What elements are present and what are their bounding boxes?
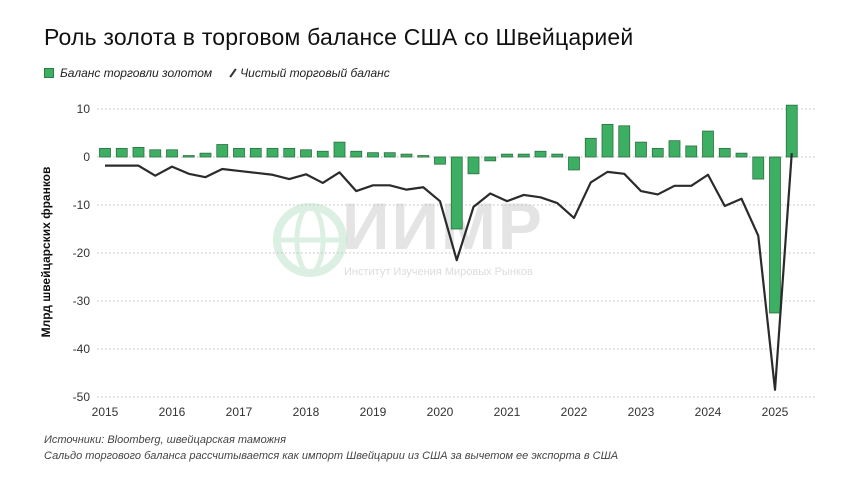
- line-net-trade-balance: [105, 153, 793, 391]
- bar-gold-balance: [551, 153, 564, 158]
- bar-gold-balance: [501, 153, 513, 158]
- bar-gold-balance: [467, 156, 480, 175]
- bar-gold-balance: [601, 123, 614, 158]
- bar-gold-balance: [668, 140, 681, 158]
- bar-gold-balance: [702, 130, 714, 158]
- x-tick-label: 2018: [293, 405, 320, 419]
- y-tick-label: -50: [73, 390, 91, 404]
- bar-gold-balance: [99, 147, 111, 158]
- y-tick-label: 0: [83, 150, 90, 164]
- x-tick-label: 2024: [695, 405, 722, 419]
- bar-gold-balance: [484, 156, 497, 162]
- bar-gold-balance: [367, 152, 379, 158]
- bar-gold-balance: [316, 150, 329, 158]
- bar-gold-balance: [266, 147, 279, 158]
- bar-gold-balance: [115, 147, 128, 158]
- bar-gold-balance: [182, 155, 195, 158]
- bar-gold-balance: [752, 156, 765, 180]
- x-tick-label: 2022: [561, 405, 588, 419]
- y-tick-label: -30: [73, 294, 91, 308]
- bar-gold-balance: [400, 153, 413, 158]
- x-tick-label: 2020: [427, 405, 454, 419]
- bar-gold-balance: [785, 104, 798, 158]
- legend-label-net: Чистый торговый баланс: [240, 66, 390, 80]
- x-tick-label: 2023: [628, 405, 655, 419]
- footer-note: Сальдо торгового баланса рассчитывается …: [44, 450, 619, 462]
- x-tick-label: 2016: [159, 405, 186, 419]
- legend-swatch-gold: [44, 68, 54, 78]
- y-tick-label: -20: [73, 246, 91, 260]
- bar-gold-balance: [249, 147, 262, 158]
- bar-gold-balance: [635, 141, 647, 158]
- bar-gold-balance: [517, 153, 530, 158]
- bar-gold-balance: [132, 146, 145, 158]
- y-tick-label: 10: [77, 102, 91, 116]
- bar-gold-balance: [350, 150, 363, 158]
- bar-gold-balance: [199, 152, 212, 158]
- bar-gold-balance: [166, 149, 178, 158]
- bar-gold-balance: [584, 137, 597, 158]
- watermark-globe-icon: [273, 203, 347, 277]
- y-axis-label: Млрд швейцарских франков: [39, 166, 53, 338]
- y-tick-label: -40: [73, 342, 91, 356]
- bar-gold-balance: [618, 125, 631, 158]
- x-tick-label: 2025: [762, 405, 789, 419]
- x-tick-label: 2015: [92, 405, 119, 419]
- bar-gold-balance: [149, 149, 162, 158]
- watermark-subtitle: Институт Изучения Мировых Рынков: [344, 266, 533, 278]
- bar-gold-balance: [568, 156, 580, 171]
- bar-gold-balance: [534, 150, 547, 158]
- x-tick-label: 2019: [360, 405, 387, 419]
- bar-gold-balance: [718, 147, 731, 158]
- x-tick-label: 2021: [494, 405, 521, 419]
- bar-gold-balance: [283, 147, 296, 158]
- y-tick-label: -10: [73, 198, 91, 212]
- bar-gold-balance: [216, 144, 229, 158]
- x-tick-label: 2017: [226, 405, 253, 419]
- footer-sources: Источники: Bloomberg, швейцарская таможн…: [44, 434, 286, 446]
- bar-gold-balance: [450, 156, 463, 230]
- legend-label-gold: Баланс торговли золотом: [60, 66, 213, 80]
- chart-title: Роль золота в торговом балансе США со Шв…: [44, 24, 634, 50]
- legend: Баланс торговли золотом Чистый торговый …: [44, 66, 390, 80]
- bar-gold-balance: [651, 147, 664, 158]
- bar-gold-balance: [333, 141, 346, 158]
- bar-gold-balance: [434, 156, 446, 165]
- bar-gold-balance: [769, 156, 781, 314]
- bar-gold-balance: [685, 145, 698, 158]
- bar-gold-balance: [417, 155, 430, 158]
- bar-gold-balance: [735, 152, 748, 158]
- bar-gold-balance: [233, 147, 245, 158]
- bar-gold-balance: [300, 149, 312, 158]
- bar-gold-balance: [383, 152, 396, 158]
